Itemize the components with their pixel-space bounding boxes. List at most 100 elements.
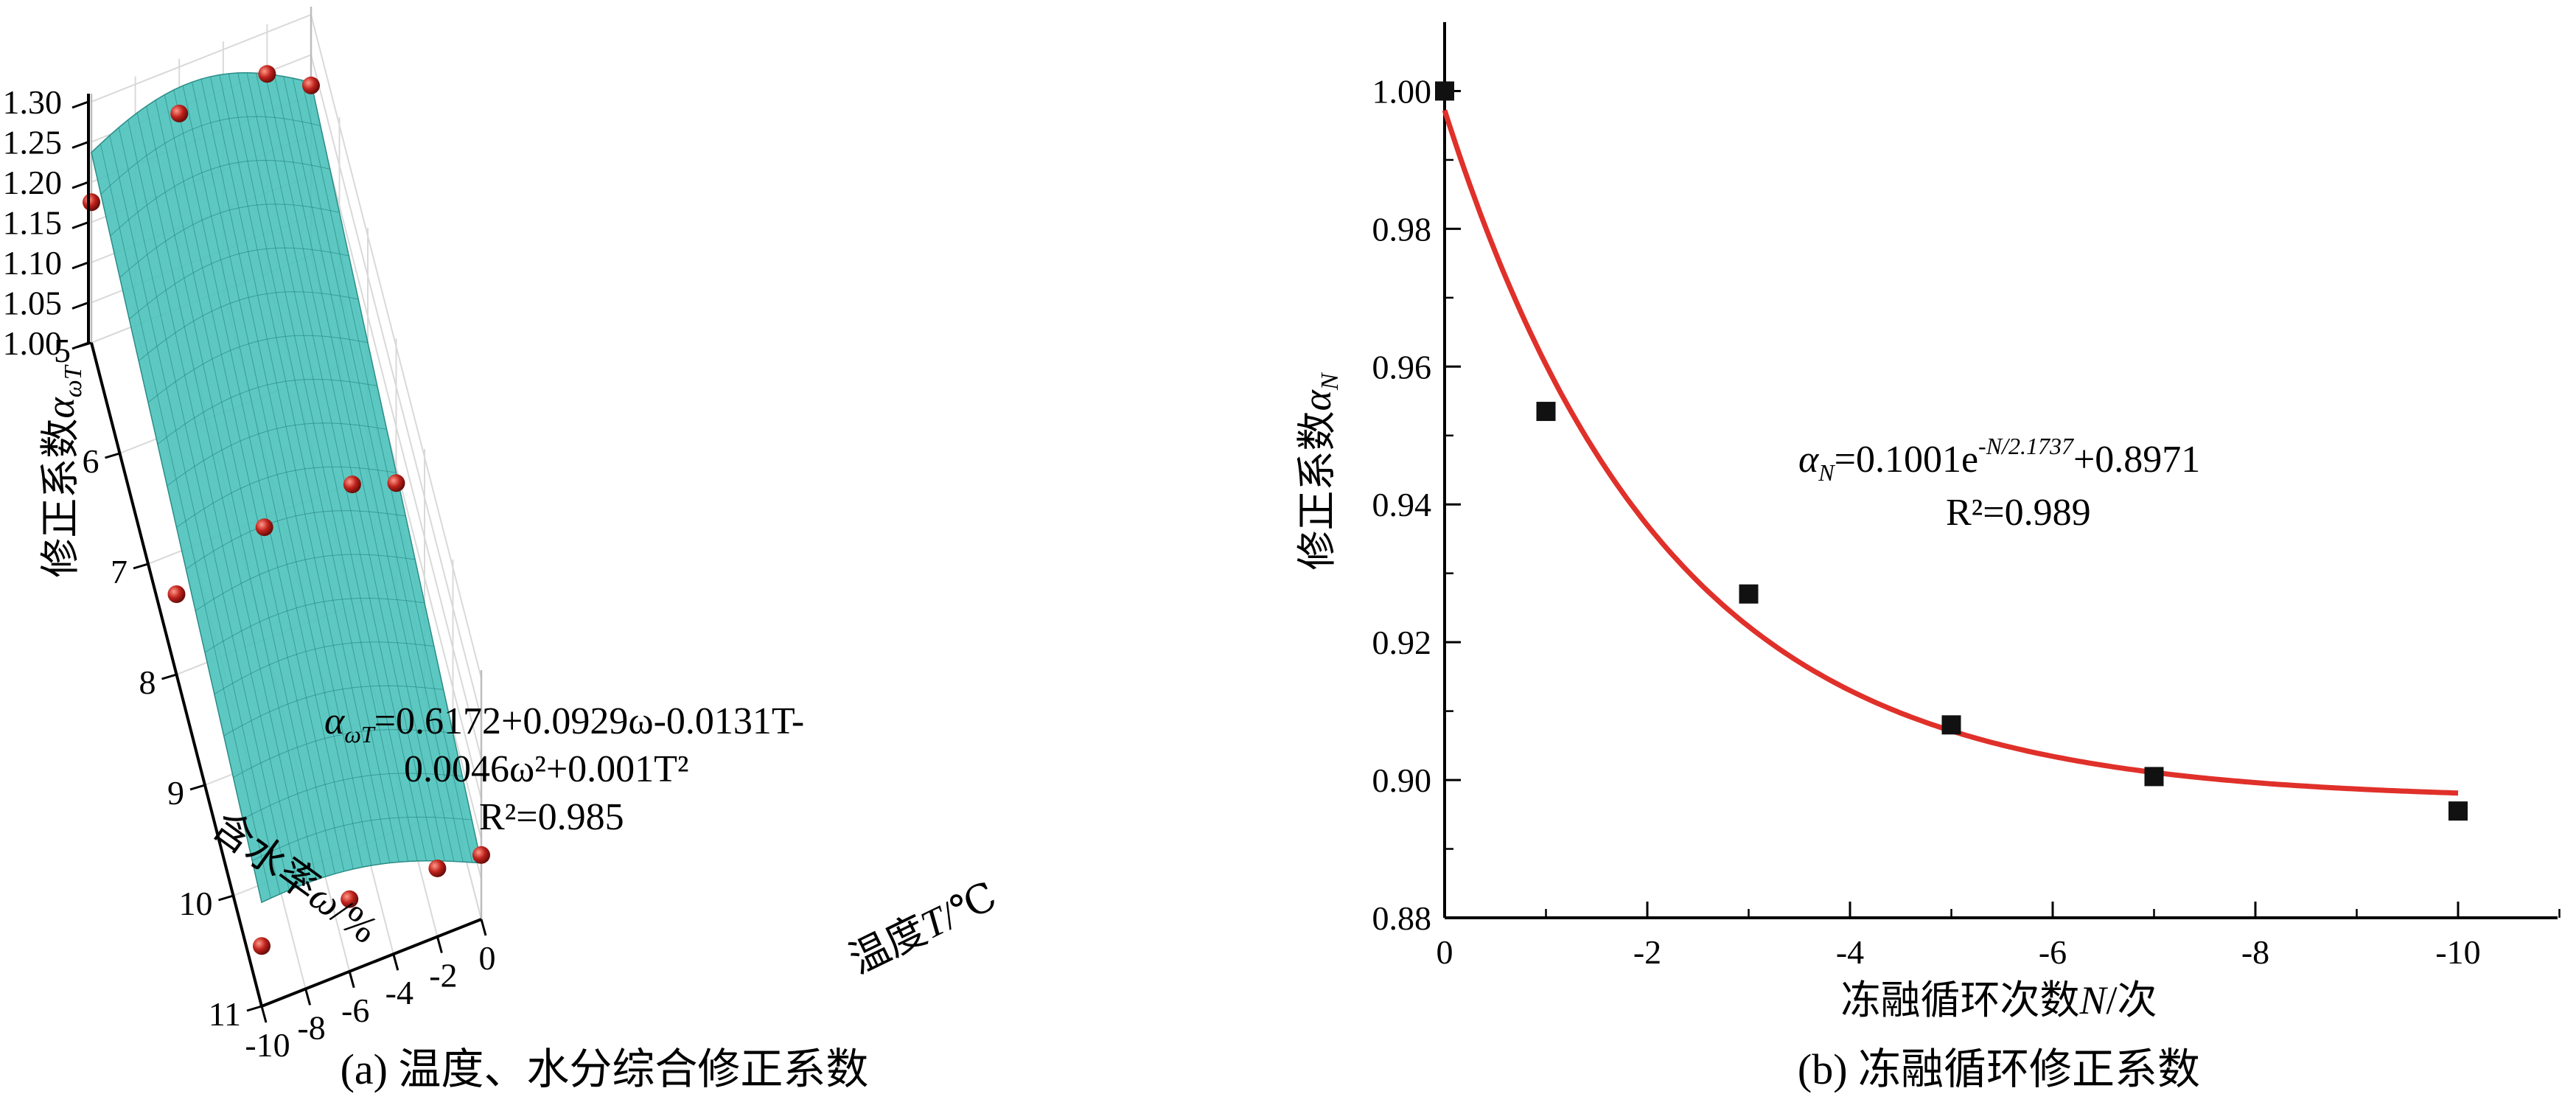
- x-tick-mark: [105, 452, 120, 459]
- data-point: [343, 475, 361, 494]
- data-point: [255, 518, 273, 537]
- x-tick-label: 5: [54, 332, 71, 369]
- x-tick-mark: [76, 341, 92, 349]
- z-tick-mark: [71, 100, 89, 109]
- equation-r2: R²=0.985: [479, 796, 624, 838]
- mesh-line: [167, 422, 387, 487]
- mesh-line: [242, 773, 463, 820]
- panel-b-data-point: [1536, 402, 1556, 422]
- data-point: [253, 937, 270, 955]
- z-tick-label: 1.05: [3, 285, 63, 322]
- panel-b-data-point: [2448, 801, 2468, 821]
- x-axis-ticks: 5 6 7 8 9 10 11: [54, 332, 262, 1033]
- panel-b-y-tick-label: 0.96: [1372, 348, 1432, 386]
- panel-b-x-ticks: 0 -2 -4 -6 -8 -10: [1437, 902, 2561, 971]
- x-tick-mark: [161, 673, 177, 680]
- mesh-line: [186, 510, 406, 570]
- z-tick-label: 1.15: [3, 204, 63, 242]
- mesh-line: [147, 335, 369, 403]
- panel-a-equation: αωT=0.6172+0.0929ω-0.0131T- 0.0046ω²+0.0…: [324, 700, 804, 838]
- panel-b-data-point: [1435, 81, 1454, 101]
- panel-b-x-tick-label: -4: [1836, 933, 1864, 971]
- y-axis-label: 温度T/℃: [842, 874, 1003, 983]
- y-tick-label: -6: [341, 992, 369, 1029]
- panel-b-data-point: [1941, 715, 1961, 735]
- panel-b-x-tick-label: 0: [1437, 933, 1453, 971]
- panel-b-y-tick-label: 0.90: [1372, 762, 1432, 799]
- z-tick-mark: [71, 141, 89, 149]
- y-tick-label: -8: [297, 1008, 325, 1046]
- data-point: [170, 105, 189, 123]
- data-point: [302, 76, 320, 94]
- z-tick-mark: [71, 181, 89, 189]
- x-tick-label: 8: [139, 663, 156, 701]
- y-axis-line: [261, 918, 482, 1008]
- x-tick-mark: [189, 784, 206, 791]
- y-tick-mark: [348, 971, 355, 989]
- y-tick-mark: [260, 1006, 268, 1023]
- panel-b-y-tick-label: 1.00: [1372, 72, 1432, 110]
- panel-b-x-tick-label: -8: [2241, 933, 2269, 971]
- panel-b-x-tick-label: -6: [2039, 933, 2067, 971]
- panel-b-equation-line: αN=0.1001e-N/2.1737+0.8971: [1798, 433, 2200, 486]
- z-tick-label: 1.10: [3, 244, 63, 282]
- panel-b-axes: [1443, 22, 2558, 919]
- mesh-line: [157, 379, 377, 445]
- panel-b-equation-r2: R²=0.989: [1946, 492, 2091, 534]
- data-point: [83, 193, 100, 212]
- data-point: [258, 65, 276, 83]
- z-axis-ticks: 1.001.051.101.151.201.251.30: [3, 83, 89, 362]
- data-point: [341, 890, 359, 908]
- panel-b-data-points: [1435, 81, 2468, 821]
- mesh-line: [129, 247, 349, 320]
- z-tick-label: 1.00: [3, 324, 63, 362]
- x-tick-label: 9: [167, 774, 184, 812]
- y-tick-mark: [392, 953, 399, 971]
- data-point: [428, 859, 447, 877]
- data-point: [167, 585, 186, 603]
- z-axis-label: 修正系数αωT: [38, 364, 87, 577]
- y-tick-mark: [304, 989, 312, 1006]
- panel-b-x-axis-label: 冻融循环次数N/次: [1840, 978, 2157, 1022]
- mesh-line: [100, 116, 321, 195]
- panel-a-caption: (a) 温度、水分综合修正系数: [341, 1045, 869, 1093]
- panel-b-data-point: [1739, 584, 1759, 604]
- panel-b-y-ticks: 0.88 0.90 0.92 0.94 0.96 0.98 1.00: [1372, 72, 1461, 937]
- x-tick-mark: [218, 894, 234, 902]
- panel-b-chart: 0 -2 -4 -6 -8 -10 0.88 0.90 0.92 0.94 0.96 0.98 1.0…: [1295, 22, 2561, 1093]
- mesh-line: [261, 860, 482, 903]
- mesh-line: [233, 729, 453, 778]
- y-axis-ticks: -10 -8 -6 -4 -2 0: [245, 919, 496, 1064]
- panel-a-data-points: [83, 65, 490, 955]
- mesh-line: [110, 159, 330, 237]
- y-tick-mark: [480, 919, 487, 936]
- y-tick-mark: [436, 936, 443, 953]
- z-tick-label: 1.30: [3, 83, 63, 121]
- mesh-line: [119, 203, 340, 278]
- panel-b-x-tick-label: -2: [1633, 933, 1661, 971]
- y-tick-label: -10: [245, 1026, 290, 1064]
- panel-b-y-tick-label: 0.94: [1372, 486, 1432, 523]
- mesh-line: [251, 816, 472, 862]
- x-tick-label: 11: [209, 995, 241, 1033]
- mesh-line: [204, 598, 425, 653]
- equation-line-2: 0.0046ω²+0.001T²: [404, 748, 689, 790]
- y-tick-label: 0: [479, 939, 496, 977]
- z-tick-mark: [71, 261, 89, 270]
- z-tick-mark: [71, 302, 89, 310]
- x-tick-mark: [133, 562, 149, 570]
- panel-a-3d-chart: 1.001.051.101.151.201.251.30 5 6 7 8 9 10 11 -…: [3, 7, 1003, 1093]
- panel-b-y-tick-label: 0.98: [1372, 210, 1432, 248]
- x-tick-label: 7: [111, 553, 128, 590]
- z-tick-label: 1.20: [3, 164, 63, 201]
- data-point: [387, 474, 405, 492]
- panel-b-y-tick-label: 0.92: [1372, 624, 1432, 661]
- panel-b-caption: (b) 冻融循环修正系数: [1798, 1045, 2200, 1093]
- y-tick-label: -4: [385, 974, 413, 1011]
- mesh-line: [138, 291, 359, 361]
- mesh-line: [214, 641, 434, 694]
- equation-line-1: αωT=0.6172+0.0929ω-0.0131T-: [324, 700, 804, 748]
- panel-b-x-tick-label: -10: [2435, 933, 2480, 971]
- panel-b-y-axis-label: 修正系数αN: [1295, 372, 1344, 570]
